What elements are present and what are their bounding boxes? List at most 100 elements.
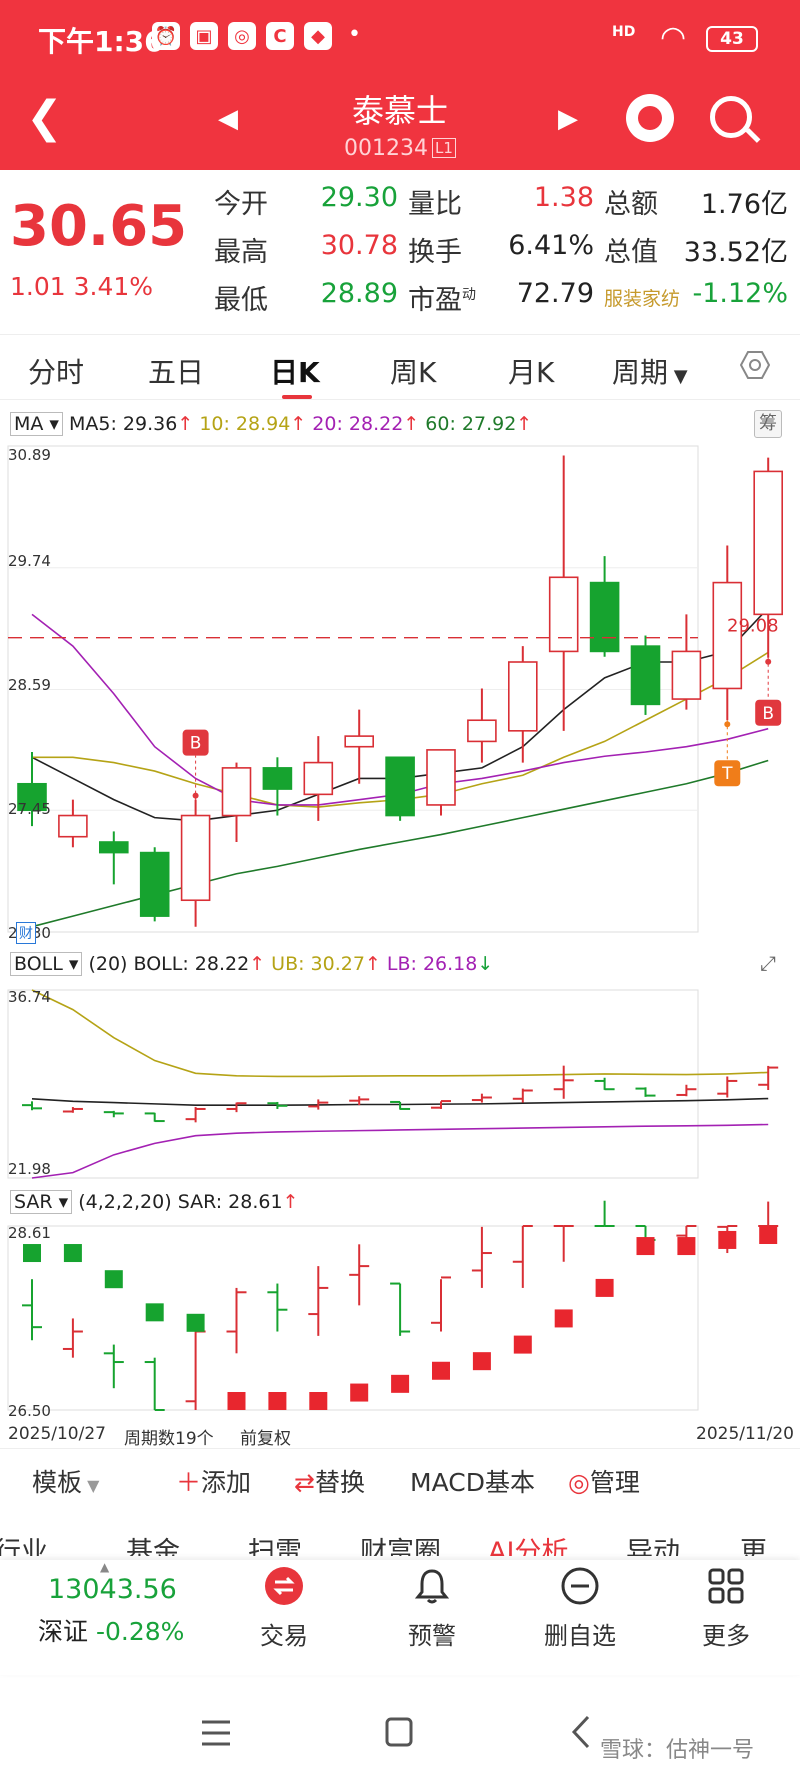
arrow-up-icon: ↑ [403,413,420,435]
bottom-action-bar: ▲ 13043.56 深证 -0.28% 交易 预警 删自选 更多 [0,1560,800,1675]
candle-up [303,761,334,796]
financial-report-badge[interactable]: 财 [16,922,36,944]
tab-daily-k[interactable]: 日K [270,356,320,389]
change-value: 1.01 [10,272,66,301]
y-tick: 28.59 [8,676,51,694]
sar-point [513,1335,532,1354]
ma20-value: 20: 28.22 [312,413,404,435]
add-button[interactable]: ＋添加 [176,1463,251,1499]
template-label: 模板 [32,1468,83,1497]
boll-selector[interactable]: BOLL ▾ [10,952,83,976]
stat-label: 市盈动 [408,278,476,317]
home-icon[interactable] [384,1716,414,1748]
back-icon[interactable]: ❮ [26,92,63,143]
signal-dot [192,792,199,799]
lb-line [31,1123,769,1179]
index-name-text: 深证 [38,1617,89,1646]
signal-dot [724,721,731,728]
assistant-icon[interactable] [626,94,674,142]
sar-point [759,1226,778,1244]
recent-apps-icon[interactable] [200,1718,232,1748]
next-stock-icon[interactable]: ▶ [558,104,578,134]
change-pct: 3.41% [73,272,154,301]
prev-stock-icon[interactable]: ◀ [218,104,238,134]
stat-value: 33.52亿 [683,237,788,268]
candle-up [712,581,743,690]
candle-down [99,841,129,854]
trade-button[interactable]: 交易 [224,1566,344,1651]
replace-label: 替换 [314,1468,365,1497]
boll-legend: BOLL ▾ (20) BOLL: 28.22↑ UB: 30.27↑ LB: … [10,952,493,976]
index-value[interactable]: 13043.56 [48,1574,177,1605]
candle-up [467,719,497,743]
stock-title: 泰慕士 [351,92,448,130]
subtab-community[interactable]: 财富圈 [360,1537,441,1556]
subtab-movement[interactable]: 异动 [626,1537,680,1556]
tab-monthly-k[interactable]: 月K [508,356,555,389]
stat-value: 72.79 [516,278,594,309]
more-button[interactable]: 更多 [666,1566,786,1651]
subtab-industry[interactable]: 行业 [0,1537,48,1556]
status-icons: ⏰ ▣ ◎ C ◆ [152,22,332,50]
battery-icon: 43 [706,26,758,52]
y-tick: 29.74 [8,552,51,570]
template-button[interactable]: 模板 ▼ [32,1463,99,1499]
replace-button[interactable]: ⇄替换 [294,1463,365,1499]
sar-chart[interactable] [0,1200,800,1425]
boll-lower-value: LB: 26.18 [386,953,478,975]
remove-watchlist-button[interactable]: 删自选 [520,1566,640,1651]
subtab-fund[interactable]: 基金 [126,1537,180,1556]
y-tick: 30.89 [8,446,51,464]
candle-up [180,814,211,902]
tab-minute[interactable]: 分时 [28,356,85,389]
current-price-label: 29.08 [727,616,779,637]
tab-five-day[interactable]: 五日 [148,356,205,389]
settings-icon[interactable] [740,350,770,380]
trade-icon [265,1567,303,1605]
sector-label[interactable]: 服装家纺 [604,288,681,310]
sar-point [186,1313,205,1332]
expand-icon[interactable]: ⤢ [754,950,782,978]
boll-selector-label: BOLL [14,953,63,975]
ma-selector[interactable]: MA ▾ [10,412,63,436]
watermark: 雪球：估神一号 [600,1738,755,1763]
wifi-icon: ◠ [660,20,687,55]
alert-button[interactable]: 预警 [372,1566,492,1651]
sar-legend: SAR ▾ (4,2,2,20) SAR: 28.61↑ [10,1190,298,1214]
tab-period[interactable]: 周期 ▼ [612,351,688,391]
sar-selector[interactable]: SAR ▾ [10,1190,73,1214]
stat-label: 量比 [408,189,462,220]
stat-label: 总值 [604,237,658,268]
subtab-ai-analysis[interactable]: AI分析 [488,1537,569,1556]
candlestick-chart[interactable]: 29.08 B T B [0,440,800,940]
period-tabs: 分时 五日 日K 周K 月K 周期 ▼ [0,334,800,400]
search-icon[interactable] [710,96,752,138]
arrow-down-icon: ↓ [477,953,494,975]
candle-down [17,782,47,812]
tab-weekly-k[interactable]: 周K [390,356,437,389]
ma60-value: 60: 27.92 [425,413,517,435]
sar-value: SAR: 28.61 [177,1191,283,1213]
start-date: 2025/10/27 [8,1424,106,1444]
end-date: 2025/11/20 [696,1424,794,1444]
chart-frame [7,1225,699,1411]
back-nav-icon[interactable] [570,1714,592,1750]
price-adjustment[interactable]: 前复权 [240,1429,291,1449]
chip-button[interactable]: 筹 [754,410,782,438]
boll-chart[interactable] [0,985,800,1180]
subtab-more[interactable]: 更 [740,1537,767,1556]
macd-button[interactable]: MACD基本 [410,1468,535,1497]
subtab-risk[interactable]: 扫雷 [248,1537,302,1556]
manage-button[interactable]: ◎管理 [568,1463,640,1499]
arrow-up-icon: ↑ [364,953,381,975]
chevron-up-icon: ▲ [100,1560,110,1574]
sector-change: -1.12% [692,278,788,309]
y-tick: 36.74 [8,988,51,1006]
ma-selector-label: MA [14,413,44,435]
candle-up [548,576,579,653]
grid-icon [708,1568,744,1604]
replace-icon: ⇄ [294,1468,315,1497]
chart-frame [7,989,699,1179]
sar-point [391,1374,410,1393]
candle-up [426,749,456,806]
